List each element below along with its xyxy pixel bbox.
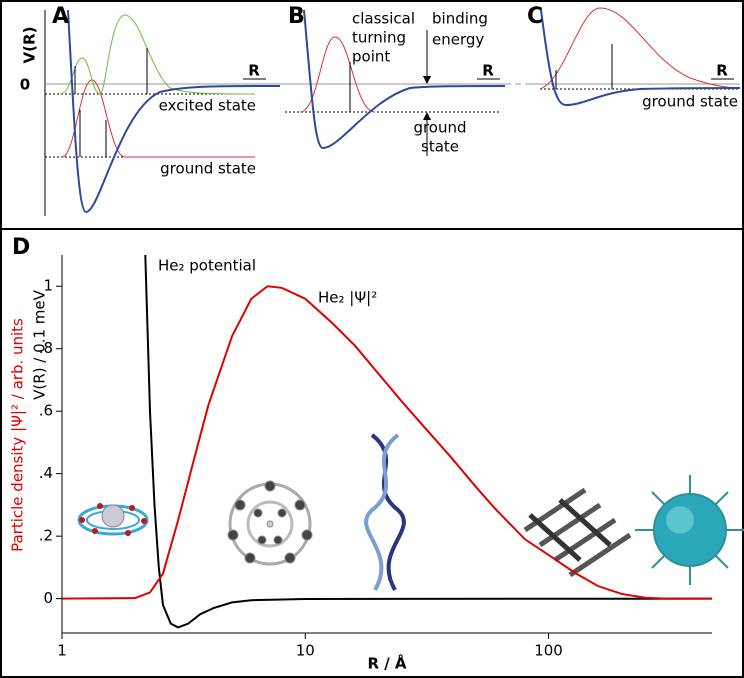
bottom-frame	[0, 228, 744, 678]
x-tick-label: 1	[57, 642, 67, 660]
level-label: state	[421, 138, 459, 156]
panel-a: A V(R) 0 R excited state ground state	[20, 4, 285, 216]
virus-icon	[635, 475, 744, 585]
arrow-head	[423, 76, 431, 84]
x-label: R	[482, 62, 494, 80]
x-tick-label: 10	[296, 642, 315, 660]
x-label: R / Å	[367, 654, 406, 673]
dna-icon	[364, 433, 406, 591]
y-label: V(R)	[21, 27, 39, 64]
annotation: binding	[432, 10, 488, 28]
y-label-2: Particle density |Ψ|² / arb. units	[9, 318, 27, 552]
potential	[67, 9, 281, 214]
wavefunction	[61, 79, 255, 158]
annotation: energy	[432, 31, 484, 49]
wavefunction	[299, 36, 376, 113]
level-label: ground state	[160, 160, 256, 178]
series-label: He₂ |Ψ|²	[318, 289, 377, 307]
y-tick-label: 1	[43, 277, 53, 295]
annotation: turning	[352, 29, 406, 47]
panel-b: B classical turning point binding energy…	[255, 4, 506, 156]
potential	[540, 9, 741, 107]
annotation: classical	[352, 10, 415, 28]
x-label: R	[248, 62, 260, 80]
panel-letter: D	[12, 235, 30, 260]
level-label: excited state	[159, 97, 256, 115]
arrow-head	[423, 112, 431, 120]
y-tick-label: 0	[43, 589, 53, 607]
panel-letter: B	[288, 4, 305, 29]
y-tick-label: .2	[39, 527, 53, 545]
series-line	[61, 285, 712, 600]
y-label: V(R) / 0.1 meV	[31, 289, 49, 399]
y-tick-label: .4	[39, 464, 53, 482]
level-label: ground state	[642, 93, 738, 111]
potential	[303, 9, 506, 150]
x-label: R	[716, 62, 728, 80]
panel-c: C R ground state	[505, 4, 741, 111]
mesh-icon	[523, 487, 632, 578]
panel-letter: C	[527, 4, 543, 29]
y-tick-label: .6	[39, 402, 53, 420]
zero-label: 0	[20, 76, 30, 94]
series-label: He₂ potential	[158, 257, 256, 275]
wavefunction	[59, 14, 256, 95]
level-label: ground	[413, 119, 466, 137]
annotation: point	[352, 48, 390, 66]
fullerene-icon	[227, 480, 313, 566]
x-tick-label: 100	[534, 642, 563, 660]
wavefunction	[539, 7, 741, 90]
series-line	[144, 254, 713, 629]
panel-letter: A	[52, 4, 69, 29]
atom-icon	[77, 503, 149, 536]
y-tick-label: .8	[39, 339, 53, 357]
